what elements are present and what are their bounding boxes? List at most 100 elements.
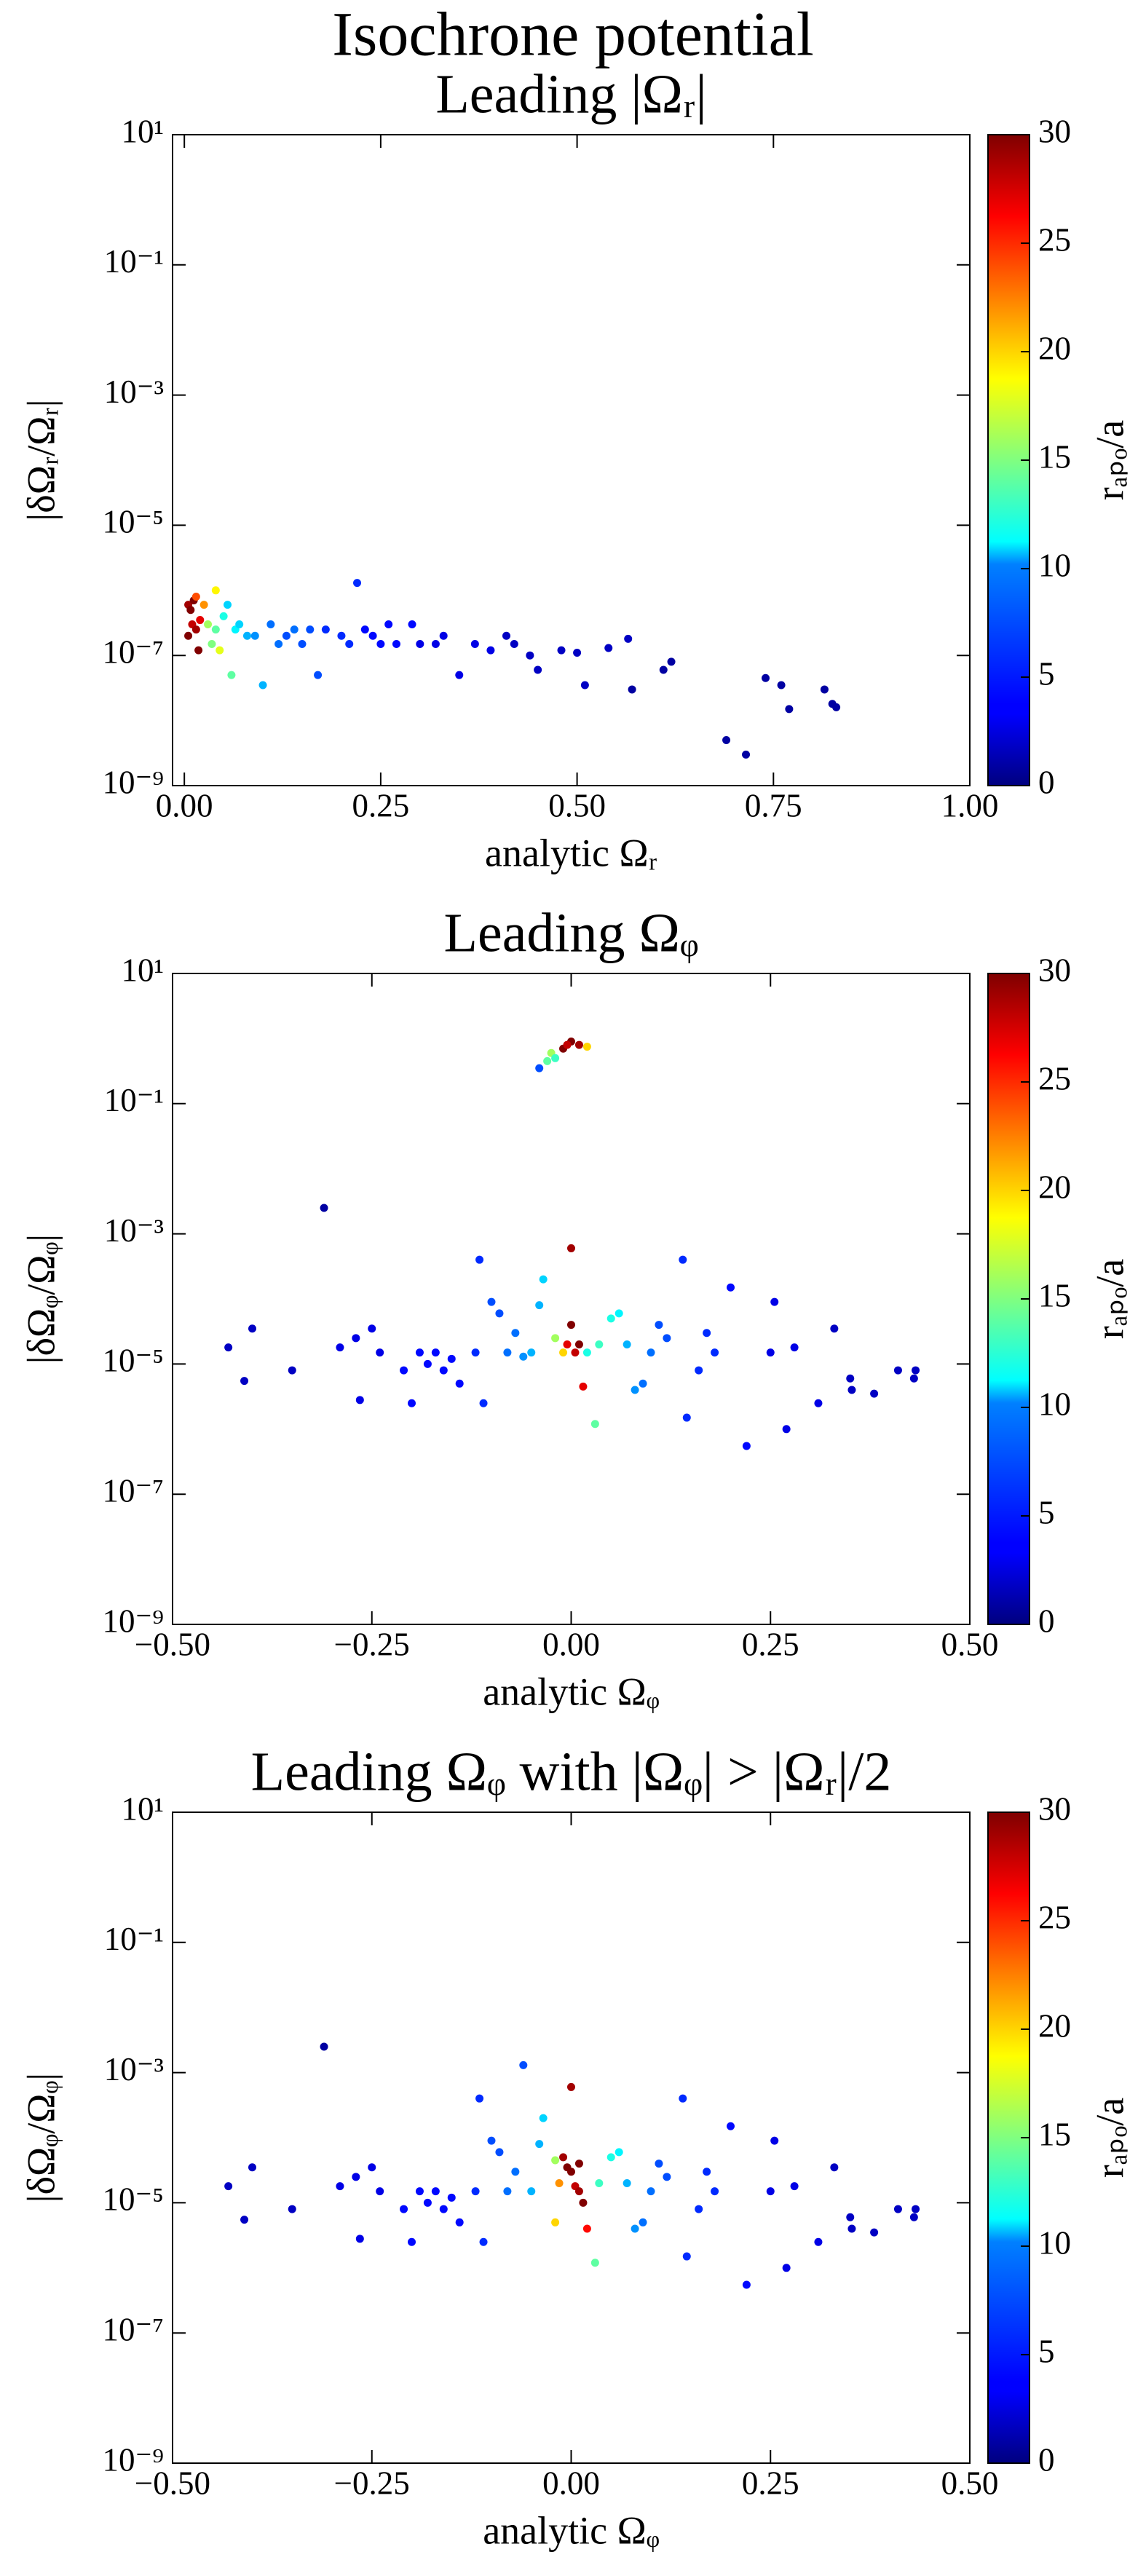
point <box>567 2168 575 2176</box>
colorbar-tick-label: 30 <box>1038 113 1071 149</box>
point <box>582 2224 591 2233</box>
point <box>912 2205 920 2213</box>
point <box>742 2280 751 2289</box>
point <box>770 1297 779 1306</box>
y-tick-label: 10⁻⁹ <box>103 1603 164 1639</box>
point <box>368 631 377 640</box>
point <box>790 2182 799 2191</box>
x-tick-label: 0.75 <box>745 787 802 823</box>
point <box>579 2198 588 2207</box>
point <box>368 2163 376 2172</box>
point <box>527 1348 536 1357</box>
point <box>423 1359 432 1368</box>
y-tick-label: 10⁻¹ <box>104 1082 164 1118</box>
point <box>219 612 228 620</box>
point <box>535 2140 544 2149</box>
point <box>240 1377 249 1386</box>
point <box>503 2187 512 2196</box>
point <box>551 1334 560 1343</box>
point <box>455 1379 464 1388</box>
point <box>345 639 354 648</box>
y-tick-label: 10⁻³ <box>104 1212 164 1249</box>
point <box>631 1386 639 1394</box>
point <box>353 579 362 588</box>
chart-title: Leading Ωᵩ <box>444 902 699 963</box>
point <box>479 2237 488 2246</box>
point <box>551 2218 560 2227</box>
point <box>551 2156 560 2165</box>
point <box>727 2122 735 2130</box>
point <box>288 2205 296 2213</box>
x-axis-label: analytic Ωᵣ <box>485 831 657 874</box>
point <box>439 2205 448 2213</box>
point <box>846 2213 855 2221</box>
point <box>762 673 770 682</box>
colorbar-tick-label: 20 <box>1038 2007 1071 2044</box>
point <box>290 625 299 634</box>
plot-frame <box>172 1812 971 2464</box>
point <box>392 639 400 648</box>
point <box>470 639 479 648</box>
point <box>770 2136 779 2145</box>
point <box>893 2205 902 2213</box>
point <box>742 750 751 759</box>
point <box>337 631 346 640</box>
point <box>703 2168 711 2176</box>
point <box>495 2148 504 2157</box>
point <box>400 2205 408 2213</box>
point <box>487 1297 496 1306</box>
point <box>376 639 385 648</box>
x-tick-label: −0.25 <box>334 1626 410 1662</box>
point <box>539 2114 548 2122</box>
figure-title: Isochrone potential <box>332 0 814 69</box>
x-tick-label: 0.50 <box>941 1626 999 1662</box>
point <box>604 644 613 652</box>
point <box>447 1354 456 1363</box>
point <box>595 2178 604 2187</box>
y-tick-label: 10⁻³ <box>104 2051 164 2087</box>
y-axis-label: |δΩᵣ/Ωᵣ| <box>19 399 63 521</box>
point <box>615 1309 623 1318</box>
point <box>628 685 636 694</box>
point <box>574 1040 583 1049</box>
point <box>647 2187 655 2196</box>
colorbar-label: rₐₚₒ/a <box>1088 2098 1131 2178</box>
point <box>659 665 668 674</box>
point <box>711 1348 719 1357</box>
point <box>274 639 283 648</box>
point <box>742 1442 751 1450</box>
x-tick-label: −0.50 <box>135 1626 210 1662</box>
x-tick-label: 0.25 <box>742 1626 799 1662</box>
point <box>623 2178 631 2187</box>
point <box>814 1399 823 1407</box>
point <box>766 2187 775 2196</box>
point <box>191 625 200 634</box>
point <box>282 631 291 640</box>
point <box>595 1340 604 1348</box>
point <box>574 1340 583 1348</box>
point <box>631 2224 639 2233</box>
point <box>703 1329 711 1338</box>
point <box>679 1255 687 1264</box>
point <box>184 631 193 640</box>
point <box>352 1334 360 1343</box>
point <box>777 681 786 690</box>
point <box>559 1348 568 1357</box>
point <box>655 2160 663 2168</box>
point <box>266 620 275 629</box>
point <box>376 1348 384 1357</box>
point <box>495 1309 504 1318</box>
y-tick-label: 10¹ <box>122 1790 165 1827</box>
x-tick-label: 0.25 <box>742 2465 799 2501</box>
point <box>250 631 259 640</box>
point <box>431 639 440 648</box>
point <box>455 671 464 679</box>
point <box>912 1366 920 1375</box>
colorbar-tick-label: 5 <box>1038 2333 1055 2369</box>
point <box>288 1366 296 1375</box>
x-tick-label: 0.50 <box>941 2465 999 2501</box>
point <box>487 2136 496 2145</box>
point <box>510 639 518 648</box>
colorbar-tick-label: 15 <box>1038 2116 1071 2152</box>
point <box>355 1396 364 1404</box>
